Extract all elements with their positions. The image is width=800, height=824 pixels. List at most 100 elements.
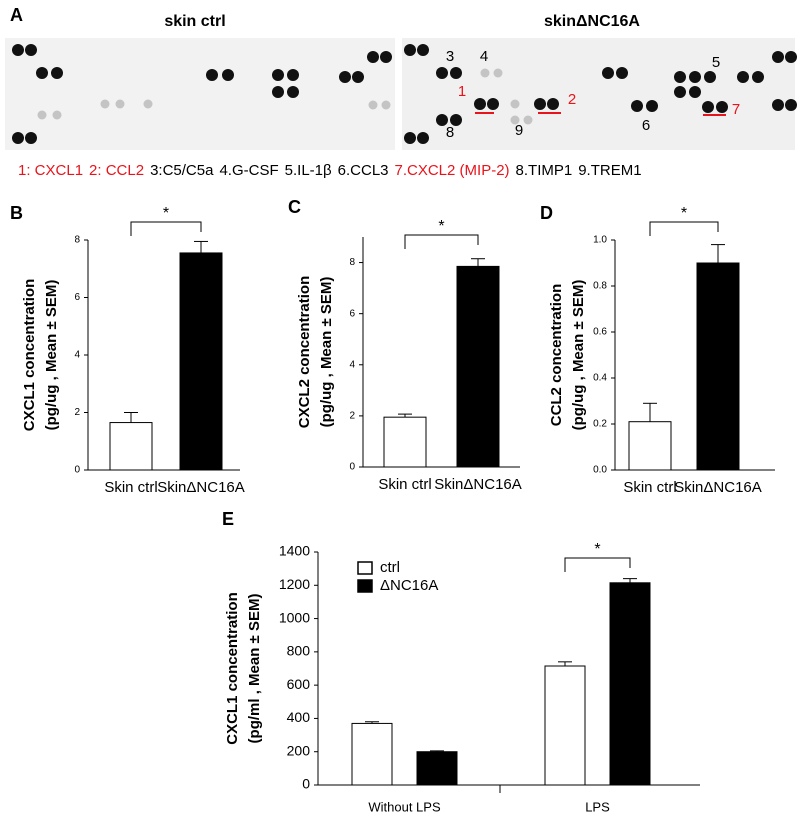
y-tick-label: 400: [287, 709, 311, 725]
significance-bracket: [649, 221, 719, 236]
spot-label: 4: [480, 48, 488, 65]
blot-spot: [704, 71, 716, 83]
x-tick-label: Skin ctrl: [104, 479, 157, 496]
error-bar: [430, 750, 444, 752]
error-bar: [365, 721, 379, 724]
bar: [179, 252, 223, 471]
significance-bracket: [404, 234, 479, 249]
y-tick-label: 8: [74, 235, 80, 246]
y-tick-label: 1400: [279, 543, 310, 559]
y-tick-label: 800: [287, 643, 311, 659]
blot-spot: [480, 68, 490, 78]
bar: [383, 416, 427, 468]
blot-spot: [772, 99, 784, 111]
y-tick-label: 1.0: [593, 235, 607, 246]
x-tick-label: Skin ctrl: [378, 476, 431, 493]
spot-label: 2: [568, 91, 576, 108]
x-tick-label: Skin ctrl: [623, 479, 676, 496]
significance-bracket: [130, 221, 202, 236]
y-axis-label: CXCL1 concentration: [224, 592, 241, 745]
key-entry: 1: CXCL1: [18, 162, 84, 179]
spot-label: 1: [458, 83, 466, 100]
y-tick-label: 0.2: [593, 419, 607, 430]
blot-spot: [404, 44, 416, 56]
y-tick-label: 200: [287, 742, 311, 758]
y-tick-label: 6: [349, 308, 355, 319]
blot-spot: [51, 67, 63, 79]
y-tick-label: 6: [74, 292, 80, 303]
blot-spot: [36, 67, 48, 79]
blot-spot: [417, 44, 429, 56]
blot-spot: [674, 86, 686, 98]
bar: [351, 722, 393, 786]
blot-spot: [450, 114, 462, 126]
blot-spot: [716, 101, 728, 113]
blot-spot: [368, 100, 378, 110]
blot-spot: [674, 71, 686, 83]
bar: [109, 422, 153, 471]
blot-spot: [752, 71, 764, 83]
y-tick-label: 0.8: [593, 281, 607, 292]
blot-spot: [143, 99, 153, 109]
blot-spot: [37, 110, 47, 120]
blot-spot: [115, 99, 125, 109]
bar: [456, 265, 500, 468]
x-tick-label: Without LPS: [368, 799, 441, 814]
blot-spot: [689, 86, 701, 98]
blot-spot: [474, 98, 486, 110]
key-entry: 5.IL-1β: [284, 162, 332, 179]
x-tick-label: SkinΔNC16A: [434, 476, 522, 493]
blot-spot: [272, 86, 284, 98]
blot-spot: [534, 98, 546, 110]
y-axis-label: (pg/ug , Mean ± SEM): [570, 280, 587, 431]
key-entry: 7.CXCL2 (MIP-2): [394, 162, 510, 179]
blot-spot: [12, 132, 24, 144]
blot-spot: [12, 44, 24, 56]
y-axis-label: CXCL1 concentration: [21, 279, 38, 432]
y-tick-label: 2: [349, 411, 355, 422]
y-tick-label: 1000: [279, 609, 310, 625]
y-tick-label: 0: [302, 776, 310, 792]
significance-marker: *: [681, 205, 687, 222]
blot-spot: [25, 44, 37, 56]
spot-label: 6: [642, 117, 650, 134]
blot-spot: [436, 114, 448, 126]
significance-bracket: [564, 557, 631, 572]
blot-spot: [702, 101, 714, 113]
key-entry: 9.TREM1: [578, 162, 642, 179]
y-axis-label: (pg/ug , Mean ± SEM): [318, 277, 335, 428]
error-bar: [643, 402, 657, 422]
blot-spot: [737, 71, 749, 83]
y-axis-label: (pg/ml , Mean ± SEM): [246, 594, 263, 744]
bar: [696, 262, 740, 471]
legend-swatch: [357, 579, 373, 593]
blot-spot: [631, 100, 643, 112]
blot-spot: [785, 51, 797, 63]
blot-spot: [689, 71, 701, 83]
blot-spot: [523, 115, 533, 125]
panel-letter: D: [540, 203, 553, 223]
spot-label: 8: [446, 124, 454, 141]
blot-spot: [287, 69, 299, 81]
panel-letter: A: [10, 5, 23, 25]
error-bar: [124, 412, 138, 423]
bar: [544, 665, 586, 786]
y-tick-label: 600: [287, 676, 311, 692]
significance-marker: *: [594, 541, 600, 558]
blot-spot: [272, 69, 284, 81]
key-entry: 6.CCL3: [337, 162, 389, 179]
blot-spot: [510, 99, 520, 109]
panel-letter: B: [10, 203, 23, 223]
spot-label: 7: [732, 101, 740, 118]
bar: [628, 421, 672, 471]
x-tick-label: LPS: [585, 799, 610, 814]
x-tick-label: SkinΔNC16A: [674, 479, 762, 496]
spot-label: 3: [446, 48, 454, 65]
y-tick-label: 4: [74, 350, 80, 361]
blot-spot: [381, 100, 391, 110]
y-tick-label: 0.0: [593, 465, 607, 476]
y-tick-label: 8: [349, 257, 355, 268]
blot-spot: [380, 51, 392, 63]
